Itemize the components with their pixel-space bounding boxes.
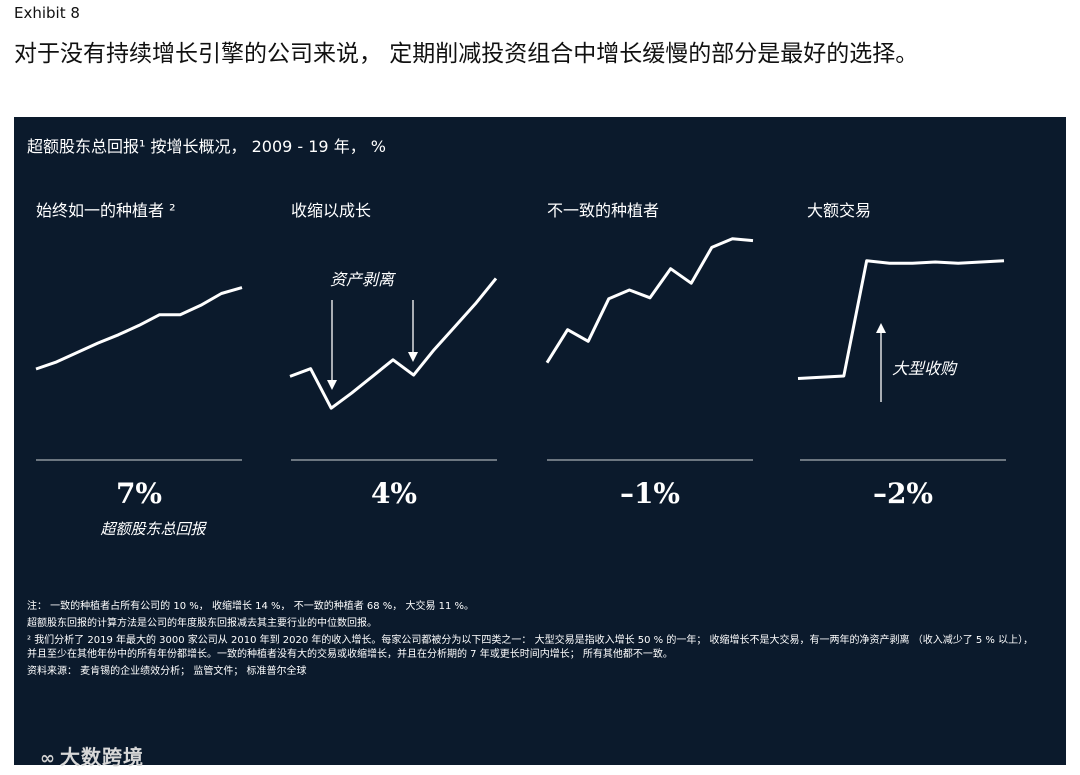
watermark-text: 大数跨境: [60, 745, 144, 769]
exhibit-label: Exhibit 8: [14, 4, 80, 22]
page-headline: 对于没有持续增长引擎的公司来说， 定期削减投资组合中增长缓慢的部分是最好的选择。: [14, 41, 919, 67]
chart-title-shrink-to-grow: 收缩以成长: [291, 201, 372, 220]
acquisition-annotation: 大型收购: [876, 323, 958, 402]
summary-value-shrink-to-grow: 4%: [370, 477, 418, 510]
chart-title-consistent-growers: 始终如一的种植者 ²: [36, 201, 176, 220]
line-charts: 资产剥离 大型收购: [35, 237, 1006, 461]
panel-title: 超额股东总回报¹ 按增长概况， 2009 - 19 年， %: [27, 137, 386, 156]
summary-value-big-deals: –2%: [872, 477, 934, 510]
divestiture-label: 资产剥离: [330, 270, 397, 289]
divestiture-annotation: 资产剥离: [327, 270, 418, 390]
series-line-3: [545, 237, 754, 364]
series-line-2: [289, 277, 498, 410]
summary-value-consistent-growers: 7%: [115, 477, 163, 510]
divestiture-arrowhead-1: [327, 380, 337, 390]
footnotes: 注： 一致的种植者占所有公司的 10 %， 收缩增长 14 %， 不一致的种植者…: [27, 600, 1037, 682]
chart-title-inconsistent-growers: 不一致的种植者: [547, 201, 660, 220]
summary-label-excess-tsr: 超额股东总回报: [100, 520, 206, 538]
divestiture-arrowhead-2: [408, 352, 418, 362]
chart-lines-group: [35, 237, 1005, 410]
footnote-source: 资料来源： 麦肯锡的企业绩效分析； 监管文件； 标准普尔全球: [27, 666, 307, 677]
series-line-1: [35, 286, 243, 371]
chart-title-big-deals: 大额交易: [807, 201, 872, 220]
summary-value-inconsistent-growers: –1%: [619, 477, 681, 510]
watermark: ∞ 大数跨境: [40, 741, 144, 770]
footnote-note: 注： 一致的种植者占所有公司的 10 %， 收缩增长 14 %， 不一致的种植者…: [27, 601, 475, 612]
series-line-4: [797, 259, 1005, 380]
footnote-2: ² 我们分析了 2019 年最大的 3000 家公司从 2010 年到 2020…: [27, 635, 1034, 660]
footnote-1: 超额股东回报的计算方法是公司的年度股东回报减去其主要行业的中位数回报。: [27, 618, 377, 629]
watermark-logo-icon: ∞: [40, 748, 56, 769]
acquisition-arrowhead: [876, 323, 886, 333]
acquisition-label: 大型收购: [892, 359, 958, 378]
chart-panel: 超额股东总回报¹ 按增长概况， 2009 - 19 年， % 始终如一的种植者 …: [14, 117, 1066, 765]
